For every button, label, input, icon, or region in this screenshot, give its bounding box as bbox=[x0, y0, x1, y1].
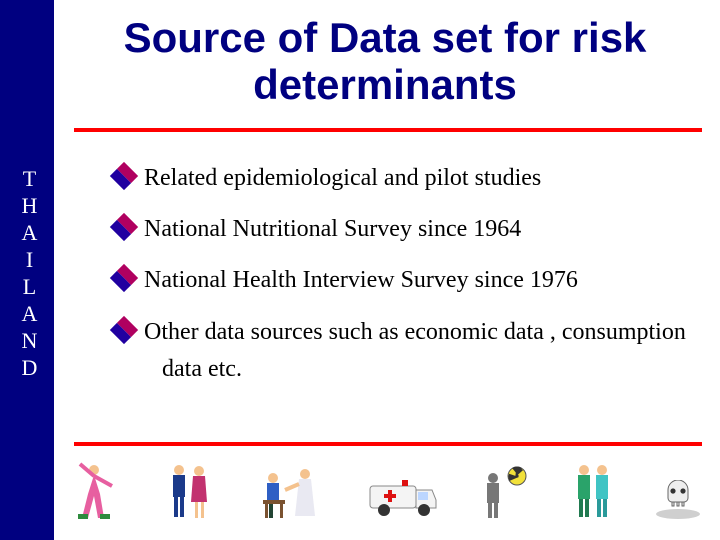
diamond-bullet-icon bbox=[112, 164, 138, 190]
diamond-bullet-icon bbox=[112, 318, 138, 344]
medical-exam-figure-icon bbox=[257, 466, 327, 520]
bullet-text: National Nutritional Survey since 1964 bbox=[144, 211, 692, 248]
sidebar-label: THAILAND bbox=[12, 166, 42, 336]
sidebar-stripe: THAILAND bbox=[0, 0, 54, 540]
diamond-bullet-icon bbox=[112, 215, 138, 241]
skull-grave-icon bbox=[654, 480, 702, 520]
bullet-item: Other data sources such as economic data… bbox=[112, 314, 692, 388]
bullet-text: Other data sources such as economic data… bbox=[144, 314, 692, 388]
clipart-row bbox=[74, 452, 702, 520]
two-people-figure-icon bbox=[571, 462, 615, 520]
bullet-item: Related epidemiological and pilot studie… bbox=[112, 160, 692, 197]
exercise-figure-icon bbox=[74, 460, 122, 520]
diamond-bullet-icon bbox=[112, 266, 138, 292]
bullet-text: Related epidemiological and pilot studie… bbox=[144, 160, 692, 197]
divider-top bbox=[74, 128, 702, 132]
slide-title: Source of Data set for risk determinants bbox=[60, 14, 710, 108]
divider-bottom bbox=[74, 442, 702, 446]
couple-figure-icon bbox=[161, 462, 217, 520]
bullet-item: National Nutritional Survey since 1964 bbox=[112, 211, 692, 248]
bullet-text: National Health Interview Survey since 1… bbox=[144, 262, 692, 299]
ambulance-icon bbox=[366, 476, 438, 520]
bullet-item: National Health Interview Survey since 1… bbox=[112, 262, 692, 299]
bullet-list: Related epidemiological and pilot studie… bbox=[112, 160, 692, 402]
radiation-patient-icon bbox=[477, 464, 531, 520]
